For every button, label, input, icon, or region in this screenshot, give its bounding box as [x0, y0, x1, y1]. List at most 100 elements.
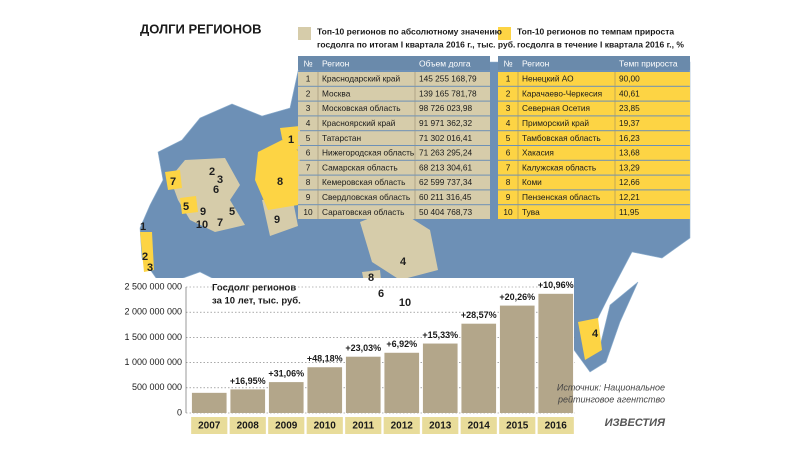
bar [230, 389, 266, 413]
map-label: 1 [140, 221, 146, 233]
table-row-bg [298, 116, 490, 131]
table-row-bg [498, 175, 690, 190]
table-cell: Тамбовская область [522, 133, 601, 143]
map-label: 6 [213, 184, 219, 196]
table-cell: 7 [306, 162, 311, 172]
table-cell: 91 971 362,32 [419, 118, 472, 128]
table-cell: Свердловская область [322, 192, 410, 202]
table-row-bg [298, 205, 490, 219]
table-cell: 4 [506, 118, 511, 128]
bar [538, 293, 574, 413]
map-label: 10 [399, 297, 411, 309]
x-tick-label: 2013 [429, 421, 452, 432]
source: рейтинговое агентство [557, 394, 665, 404]
logo: ИЗВЕСТИЯ [605, 417, 666, 429]
table-row-bg [498, 205, 690, 219]
map-label: 2 [209, 166, 215, 178]
table-cell: Саратовская область [322, 207, 404, 217]
table-cell: 139 165 781,78 [419, 88, 477, 98]
y-tick-label: 2 500 000 000 [124, 281, 182, 291]
table-cell: 10 [503, 207, 513, 217]
table-cell: 1 [306, 74, 311, 84]
table-cell: 12,21 [619, 192, 640, 202]
table-cell: 90,00 [619, 74, 640, 84]
map-label: 10 [196, 219, 208, 231]
table-header: № [303, 58, 312, 68]
map-regions [140, 126, 602, 360]
table-row-bg [298, 160, 490, 175]
table-row-bg [298, 190, 490, 205]
table-header: № [503, 58, 512, 68]
table-cell: Москва [322, 88, 351, 98]
x-tick-label: 2016 [545, 421, 568, 432]
region [180, 196, 198, 214]
table-row-bg [498, 101, 690, 116]
y-tick-label: 0 [177, 407, 182, 417]
x-tick-bg [422, 417, 459, 434]
bar [499, 305, 535, 413]
table-cell: Коми [522, 177, 542, 187]
table-cell: 3 [306, 103, 311, 113]
title: ДОЛГИ РЕГИОНОВ [140, 21, 262, 36]
table-row-bg [298, 131, 490, 145]
source: Источник: Национальное [557, 382, 665, 392]
bar [384, 352, 420, 413]
map-label: 7 [217, 217, 223, 229]
table-cell: 50 404 768,73 [419, 207, 472, 217]
chart-bg [112, 278, 574, 448]
table-cell: 4 [306, 118, 311, 128]
x-tick-bg [460, 417, 497, 434]
table-cell: 8 [306, 177, 311, 187]
map-label: 2 [142, 251, 148, 263]
growth-label: +10,96% [538, 280, 574, 290]
table-row-bg [498, 131, 690, 145]
bar [345, 356, 381, 413]
map-label: 5 [229, 206, 235, 218]
bar [461, 323, 497, 413]
table-row-bg [498, 116, 690, 131]
table-cell: 1 [506, 74, 511, 84]
table-header: Регион [522, 58, 550, 68]
chart-title: за 10 лет, тыс. руб. [212, 296, 301, 307]
x-tick-label: 2009 [275, 421, 298, 432]
map-label: 4 [592, 328, 599, 340]
region [255, 140, 300, 210]
table-cell: 13,68 [619, 148, 640, 158]
table-cell: Тува [522, 207, 540, 217]
table-header: Объем долга [419, 58, 471, 68]
growth-label: +20,26% [499, 292, 535, 302]
table-header: Темп прироста [619, 58, 678, 68]
x-tick-label: 2015 [506, 421, 529, 432]
table-cell: Карачаево-Черкесия [522, 88, 602, 98]
table-caption: госдолга по итогам I квартала 2016 г., т… [317, 39, 515, 49]
table-cell: Московская область [322, 103, 401, 113]
table-cell: 6 [306, 148, 311, 158]
x-tick-bg [383, 417, 420, 434]
x-tick-label: 2010 [314, 421, 337, 432]
table-cell: 2 [306, 88, 311, 98]
region [578, 318, 602, 360]
x-tick-bg [191, 417, 228, 434]
table-cell: 19,37 [619, 118, 640, 128]
table-cell: 12,66 [619, 177, 640, 187]
table-caption: Топ-10 регионов по абсолютному значению [317, 26, 502, 36]
x-tick-bg [229, 417, 266, 434]
table-cell: Нижегородская область [322, 148, 414, 158]
map-label: 1 [288, 134, 294, 146]
x-tick-bg [268, 417, 305, 434]
table-cell: 98 726 023,98 [419, 103, 472, 113]
x-tick-label: 2011 [352, 421, 374, 432]
table-row-bg [498, 72, 690, 86]
table-row-bg [298, 86, 490, 101]
region [360, 208, 438, 280]
map-label: 3 [147, 262, 153, 274]
table-header: Регион [322, 58, 350, 68]
region [170, 158, 245, 232]
table-cell: 5 [506, 133, 511, 143]
x-tick-label: 2014 [468, 421, 491, 432]
table-cell: Татарстан [322, 133, 361, 143]
table-cell: 71 263 295,24 [419, 148, 472, 158]
table-cell: 9 [306, 192, 311, 202]
